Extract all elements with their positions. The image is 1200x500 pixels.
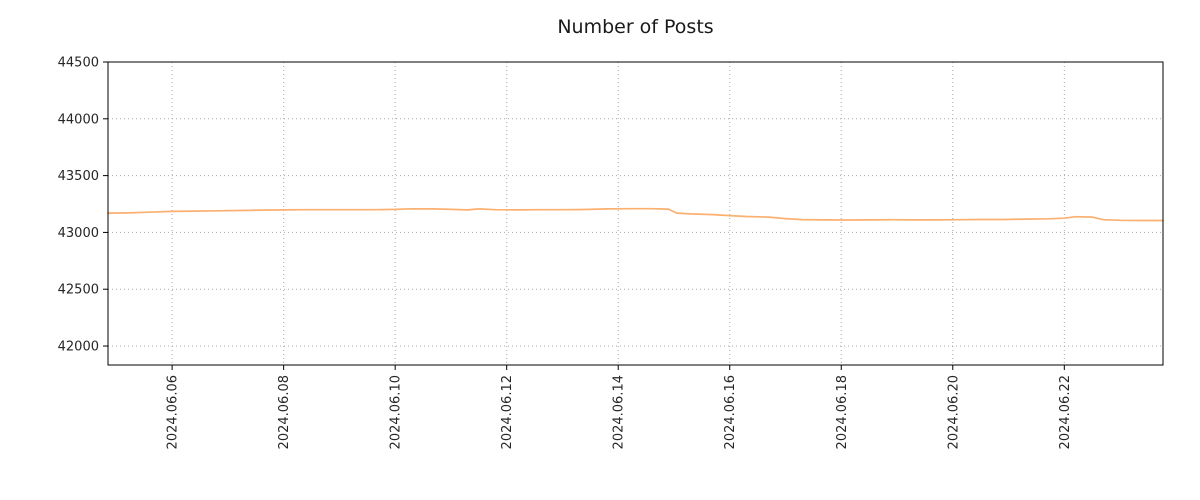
y-tick-label: 43500 xyxy=(58,169,99,184)
y-tick-label: 42000 xyxy=(58,340,99,355)
plot-border xyxy=(107,61,1164,366)
gridlines xyxy=(108,61,1163,365)
x-tick-label: 2024.06.10 xyxy=(389,375,404,449)
chart-title: Number of Posts xyxy=(557,16,714,38)
axis-ticks xyxy=(103,61,1065,370)
x-tick-label: 2024.06.08 xyxy=(277,375,292,449)
y-tick-label: 42500 xyxy=(58,283,99,298)
x-tick-label: 2024.06.12 xyxy=(500,375,515,449)
y-tick-label: 44500 xyxy=(58,56,99,71)
x-tick-label: 2024.06.14 xyxy=(612,375,627,449)
x-tick-label: 2024.06.18 xyxy=(835,375,850,449)
x-tick-label: 2024.06.16 xyxy=(723,375,738,449)
x-tick-label: 2024.06.22 xyxy=(1058,375,1073,449)
x-tick-label: 2024.06.20 xyxy=(946,375,961,449)
x-tick-label: 2024.06.06 xyxy=(166,375,181,449)
y-tick-label: 44000 xyxy=(58,112,99,127)
series-line xyxy=(107,207,1164,222)
axis-labels: 42000 42500 43000 43500 44000 44500 2024.06.06… xyxy=(58,56,1073,450)
y-tick-label: 43000 xyxy=(58,226,99,241)
